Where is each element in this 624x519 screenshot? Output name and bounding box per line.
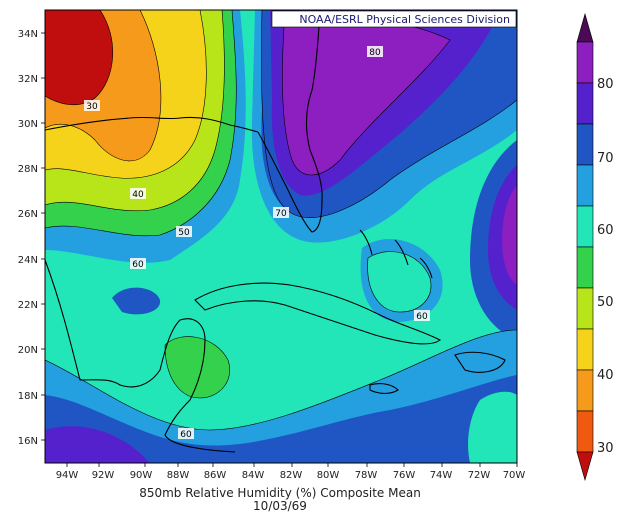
- lon-tick-label: 86W: [204, 470, 227, 481]
- lon-tick-label: 92W: [92, 470, 115, 481]
- colorbar-segment: [576, 205, 594, 248]
- contour-label: 40: [132, 190, 144, 200]
- lon-tick-label: 88W: [167, 470, 190, 481]
- lat-tick-label: 16N: [18, 436, 38, 447]
- lat-tick-label: 22N: [18, 300, 38, 311]
- lat-tick-label: 32N: [18, 74, 38, 85]
- coastlines: [45, 10, 506, 453]
- colorbar-label: 40: [597, 368, 614, 383]
- map-date: 10/03/69: [253, 499, 307, 513]
- contour-label: 60: [180, 430, 192, 440]
- colorbar-segment: [576, 82, 594, 125]
- colorbar-segment: [576, 369, 594, 412]
- contour-label: 30: [86, 102, 98, 112]
- lat-tick-label: 18N: [18, 391, 38, 402]
- colorbar-segments: [576, 12, 594, 482]
- lon-tick-label: 82W: [280, 470, 303, 481]
- lon-tick-label: 94W: [56, 470, 79, 481]
- colorbar-label: 70: [597, 151, 614, 166]
- lon-tick-label: 72W: [468, 470, 491, 481]
- lat-tick-label: 20N: [18, 345, 38, 356]
- colorbar-bottom-arrow: [576, 451, 594, 482]
- colorbar-labels: 80 70 60 50 40 30: [597, 77, 614, 456]
- lat-tick-label: 24N: [18, 255, 38, 266]
- colorbar-label: 60: [597, 223, 614, 238]
- contour-label: 60: [416, 312, 428, 322]
- colorbar-label: 80: [597, 77, 614, 92]
- colorbar-segment: [576, 410, 594, 453]
- lat-tick-label: 30N: [18, 119, 38, 130]
- lat-tick-label: 26N: [18, 209, 38, 220]
- plot-frame: [44, 9, 518, 464]
- contour-label: 60: [132, 260, 144, 270]
- colorbar-segment: [576, 287, 594, 330]
- lat-tick-label: 28N: [18, 164, 38, 175]
- lon-tick-label: 76W: [393, 470, 416, 481]
- colorbar-segment: [576, 41, 594, 84]
- lon-tick-label: 78W: [355, 470, 378, 481]
- colorbar-label: 50: [597, 295, 614, 310]
- contour-label-group: 30 40 50 60 70 80 60 60: [84, 46, 430, 440]
- lon-tick-label: 84W: [242, 470, 265, 481]
- colorbar-label: 30: [597, 441, 614, 456]
- lat-tick-label: 34N: [18, 29, 38, 40]
- credit-text: NOAA/ESRL Physical Sciences Division: [299, 13, 510, 26]
- contour-lines: [45, 10, 517, 431]
- colorbar-segment: [576, 246, 594, 289]
- contour-field: [45, 10, 517, 463]
- lon-tick-label: 74W: [430, 470, 453, 481]
- colorbar-segment: [576, 123, 594, 166]
- lon-tick-label: 80W: [317, 470, 340, 481]
- contour-label: 50: [178, 228, 190, 238]
- map-title: 850mb Relative Humidity (%) Composite Me…: [139, 486, 421, 500]
- credit-box: NOAA/ESRL Physical Sciences Division: [271, 10, 517, 28]
- colorbar-segment: [576, 328, 594, 371]
- latitude-axis: 34N 32N 30N 28N 26N 24N 22N 20N 18N 16N: [18, 29, 45, 447]
- lon-tick-label: 90W: [130, 470, 153, 481]
- contour-label: 70: [275, 209, 287, 219]
- longitude-axis: 94W 92W 90W 88W 86W 84W 82W 80W 78W 76W …: [56, 463, 526, 481]
- lon-tick-label: 70W: [503, 470, 526, 481]
- colorbar-top-arrow: [576, 12, 594, 43]
- colorbar: 80 70 60 50 40 30: [576, 12, 614, 482]
- contour-label: 80: [369, 48, 381, 58]
- colorbar-segment: [576, 164, 594, 207]
